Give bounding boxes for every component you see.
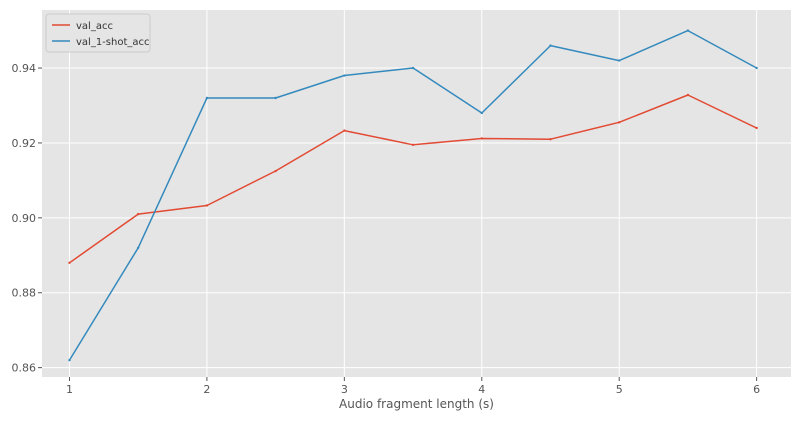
x-tick-label: 4 <box>478 383 485 396</box>
x-tick-label: 2 <box>203 383 210 396</box>
x-axis: 1 2 3 4 5 6 <box>66 377 760 396</box>
y-tick-label: 0.90 <box>12 212 37 225</box>
data-point <box>205 96 209 100</box>
data-point <box>137 246 140 250</box>
data-point <box>274 169 277 173</box>
data-point <box>549 137 552 141</box>
data-point <box>686 29 690 32</box>
data-point <box>480 137 483 140</box>
legend: val_acc val_1-shot_acc <box>45 13 151 53</box>
legend-label: val_1-shot_acc <box>76 37 150 48</box>
plot-area <box>42 10 791 377</box>
data-point <box>68 261 71 264</box>
legend-label: val_acc <box>76 21 113 32</box>
y-tick-label: 0.92 <box>12 137 37 150</box>
data-point <box>686 93 690 97</box>
y-axis: 0.86 0.88 0.90 0.92 0.94 <box>12 62 42 375</box>
x-tick-label: 6 <box>753 383 760 396</box>
x-tick-label: 3 <box>341 383 348 396</box>
data-point <box>755 126 758 130</box>
data-point <box>411 143 415 147</box>
data-point <box>274 96 277 100</box>
x-tick-label: 1 <box>66 383 73 396</box>
data-point <box>618 59 621 62</box>
data-point <box>549 44 552 47</box>
data-point <box>411 66 415 70</box>
data-point <box>480 111 483 115</box>
y-tick-label: 0.88 <box>12 287 37 300</box>
y-tick-label: 0.86 <box>12 362 37 375</box>
data-point <box>343 129 346 132</box>
data-point <box>618 121 621 124</box>
x-axis-label: Audio fragment length (s) <box>339 397 494 411</box>
series-layer <box>68 29 758 362</box>
data-point <box>755 66 758 70</box>
legend-box <box>45 13 151 53</box>
data-point <box>137 212 140 216</box>
grid <box>42 10 791 377</box>
data-point <box>68 358 71 362</box>
x-tick-label: 5 <box>616 383 623 396</box>
data-point <box>205 204 209 207</box>
data-point <box>343 74 346 77</box>
y-tick-label: 0.94 <box>12 62 37 75</box>
